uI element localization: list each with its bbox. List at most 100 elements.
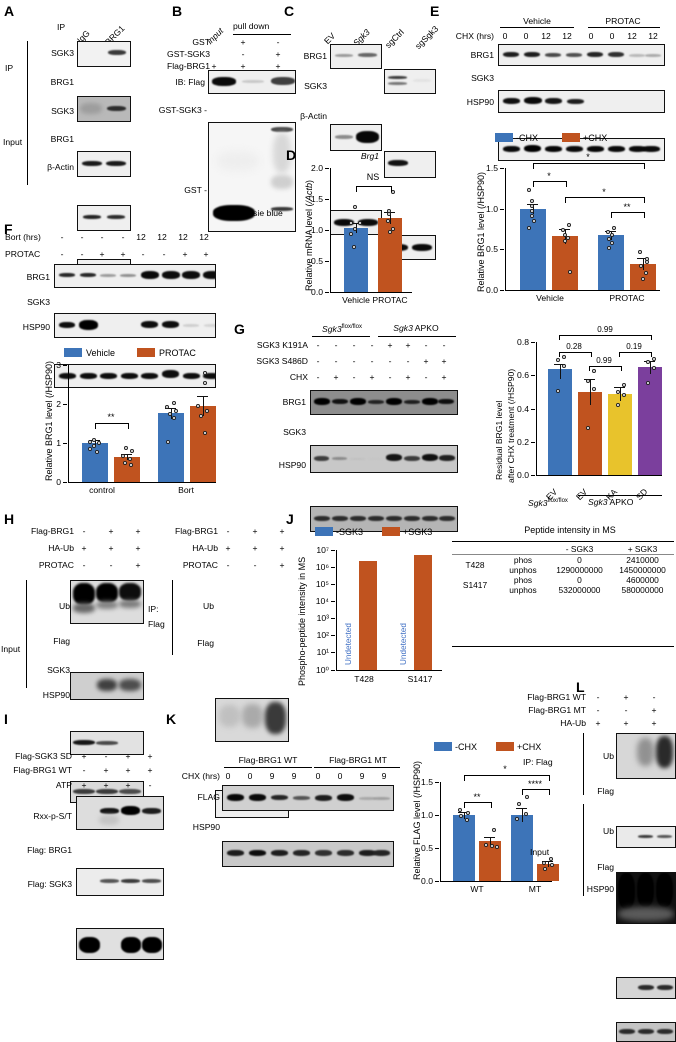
panel-e-ytick-0: 0.0 bbox=[486, 285, 498, 295]
panel-l-haub-2: + bbox=[651, 718, 657, 728]
panel-i: Flag-SGK3 SD Flag-BRG1 WT ATP + - + + - … bbox=[0, 0, 164, 960]
panel-j-row-form-s1417-phos: phos bbox=[513, 575, 533, 585]
panel-k-blot-flag bbox=[222, 785, 394, 811]
panel-e-legend-label-1: +CHX bbox=[583, 133, 608, 143]
panel-e-row-chx-label: CHX (hrs) bbox=[455, 31, 494, 41]
panel-c-row-brg1: BRG1 bbox=[303, 51, 327, 61]
panel-h-left-haub-0: + bbox=[81, 543, 87, 553]
panel-g-ytick-2: 0.4 bbox=[517, 404, 529, 414]
panel-h-right-row-flagbrg1-label: Flag-BRG1 bbox=[175, 526, 218, 536]
panel-i-sgk3sd-3: + bbox=[147, 751, 153, 761]
panel-f-protac-1: - bbox=[80, 249, 84, 259]
panel-d-bar-vehicle bbox=[344, 228, 368, 292]
panel-g-chx-3: + bbox=[369, 372, 375, 382]
panel-f-legend-label-0: Vehicle bbox=[86, 348, 116, 358]
panel-k-group-mt: Flag-BRG1 MT bbox=[329, 755, 387, 765]
panel-k-xtick-mt: MT bbox=[528, 884, 542, 894]
panel-h-ip-brace bbox=[172, 580, 173, 655]
panel-e-bar-vehicle-chx bbox=[552, 236, 578, 290]
panel-h-left-row-ub: Ub bbox=[59, 601, 70, 611]
panel-g: Sgk3flox/flox Sgk3 APKO SGK3 K191A SGK3 … bbox=[0, 0, 662, 532]
panel-k-chx-4: 0 bbox=[315, 771, 321, 781]
panel-e-group-vehicle: Vehicle bbox=[523, 16, 551, 26]
panel-g-row-k191a-label: SGK3 K191A bbox=[256, 340, 308, 350]
panel-g-s486d-2: - bbox=[352, 356, 356, 366]
panel-h-left-flagbrg1-2: + bbox=[135, 526, 141, 536]
panel-e-ytick-2: 1.0 bbox=[486, 204, 498, 214]
panel-j-legend-label-1: +SGK3 bbox=[403, 527, 433, 537]
panel-j-table: - SGK3 + SGK3 T428 phos 0 2410000 unphos… bbox=[452, 544, 674, 595]
panel-g-chx-1: + bbox=[333, 372, 339, 382]
panel-h-left-protac-2: + bbox=[135, 560, 141, 570]
panel-l-input-row-flag: Flag bbox=[597, 862, 614, 872]
panel-c-lane-sgctrl: sgCtrl bbox=[382, 27, 406, 50]
panel-b-row-flagbrg1-v0: + bbox=[211, 61, 217, 71]
panel-f-bar-bort-vehicle bbox=[158, 413, 184, 482]
panel-f-ytick-1: 1 bbox=[56, 438, 61, 448]
panel-k-letter: K bbox=[166, 711, 177, 727]
table-row bbox=[452, 554, 674, 555]
panel-e-row-hsp90: HSP90 bbox=[466, 97, 494, 107]
panel-j-ytick-3: 10³ bbox=[316, 613, 329, 623]
panel-k-row-chx-label: CHX (hrs) bbox=[181, 771, 220, 781]
panel-j-legend-label-0: -SGK3 bbox=[336, 527, 364, 537]
panel-b-row-gstsgk3-label: GST-SGK3 bbox=[167, 49, 210, 59]
panel-g-s486d-5: - bbox=[406, 356, 410, 366]
panel-j-legend-swatch-1 bbox=[382, 527, 400, 536]
panel-f-legend-swatch-0 bbox=[64, 348, 82, 357]
panel-i-brg1wt-0: - bbox=[82, 765, 86, 775]
panel-g-ytick-0: 0.0 bbox=[517, 470, 529, 480]
panel-g-k191a-7: - bbox=[442, 340, 446, 350]
panel-j-cell-t428-unphos-minus: 1290000000 bbox=[556, 565, 603, 575]
panel-h-right-haub-0: + bbox=[225, 543, 231, 553]
panel-d-xtick-protac: PROTAC bbox=[372, 295, 408, 305]
panel-l-input-blot-ub bbox=[616, 872, 676, 924]
panel-e-chx-0: 0 bbox=[502, 31, 508, 41]
panel-j-xtick-s1417: S1417 bbox=[407, 674, 433, 684]
panel-h-right-haub-2: + bbox=[279, 543, 285, 553]
panel-h-right-flagbrg1-2: + bbox=[279, 526, 285, 536]
panel-f-bort-7: 12 bbox=[199, 232, 209, 242]
panel-j-cell-t428-phos-minus: 0 bbox=[577, 555, 582, 565]
panel-f-ylabel: Relative BRG1 level (/HSP90) bbox=[44, 360, 54, 481]
panel-e-letter: E bbox=[430, 3, 440, 19]
panel-j-ytick-0: 10⁰ bbox=[315, 665, 329, 675]
panel-j-annotation-t428: Undetected bbox=[344, 623, 353, 665]
panel-a-row-brg1-input: BRG1 bbox=[50, 134, 74, 144]
panel-a-input-brace bbox=[27, 99, 28, 185]
panel-j-legend-swatch-0 bbox=[315, 527, 333, 536]
panel-a-blot-sgk3-ip bbox=[77, 41, 131, 67]
panel-h-left-group-input: Input bbox=[1, 644, 21, 654]
panel-g-chx-5: + bbox=[405, 372, 411, 382]
panel-e-chx-2: 12 bbox=[541, 31, 551, 41]
panel-f-bar-control-protac bbox=[114, 457, 140, 482]
panel-k-chx-3: 9 bbox=[291, 771, 297, 781]
panel-a-ip-header: IP bbox=[57, 22, 66, 32]
panel-g-ylabel-line2: after CHX treatment (/HSP90) bbox=[506, 368, 516, 483]
panel-g-xgroup-apko: Sgk3 APKO bbox=[588, 497, 634, 507]
panel-g-blot-brg1 bbox=[310, 390, 458, 415]
panel-g-s486d-3: - bbox=[370, 356, 374, 366]
panel-h-left-row-protac-label: PROTAC bbox=[38, 560, 74, 570]
panel-h-right-blot-ub bbox=[215, 698, 289, 742]
panel-e-legend-label-0: -CHX bbox=[516, 133, 538, 143]
panel-g-chx-6: - bbox=[424, 372, 428, 382]
panel-k-chx-5: 0 bbox=[337, 771, 343, 781]
panel-f-row-sgk3: SGK3 bbox=[27, 297, 50, 307]
panel-l-group-ip: IP: Flag bbox=[523, 757, 553, 767]
panel-g-s486d-0: - bbox=[316, 356, 320, 366]
panel-j-row-form-s1417-unphos: unphos bbox=[509, 585, 537, 595]
panel-k-xtick-wt: WT bbox=[470, 884, 484, 894]
panel-h-right-protac-2: + bbox=[279, 560, 285, 570]
panel-h-right-row-protac-label: PROTAC bbox=[182, 560, 218, 570]
panel-b-row-flagbrg1-label: Flag-BRG1 bbox=[167, 61, 210, 71]
panel-k-bar-mt-chx bbox=[537, 864, 559, 881]
panel-g-xgroup-flox: Sgk3flox/flox bbox=[528, 497, 568, 508]
panel-e-xtick-protac: PROTAC bbox=[609, 293, 645, 303]
panel-h-right-protac-0: - bbox=[226, 560, 230, 570]
panel-f-bort-2: - bbox=[100, 232, 104, 242]
panel-a-row-sgk3-ip: SGK3 bbox=[51, 48, 74, 58]
panel-l-mt-0: - bbox=[596, 705, 600, 715]
panel-f-ytick-0: 0 bbox=[56, 477, 61, 487]
